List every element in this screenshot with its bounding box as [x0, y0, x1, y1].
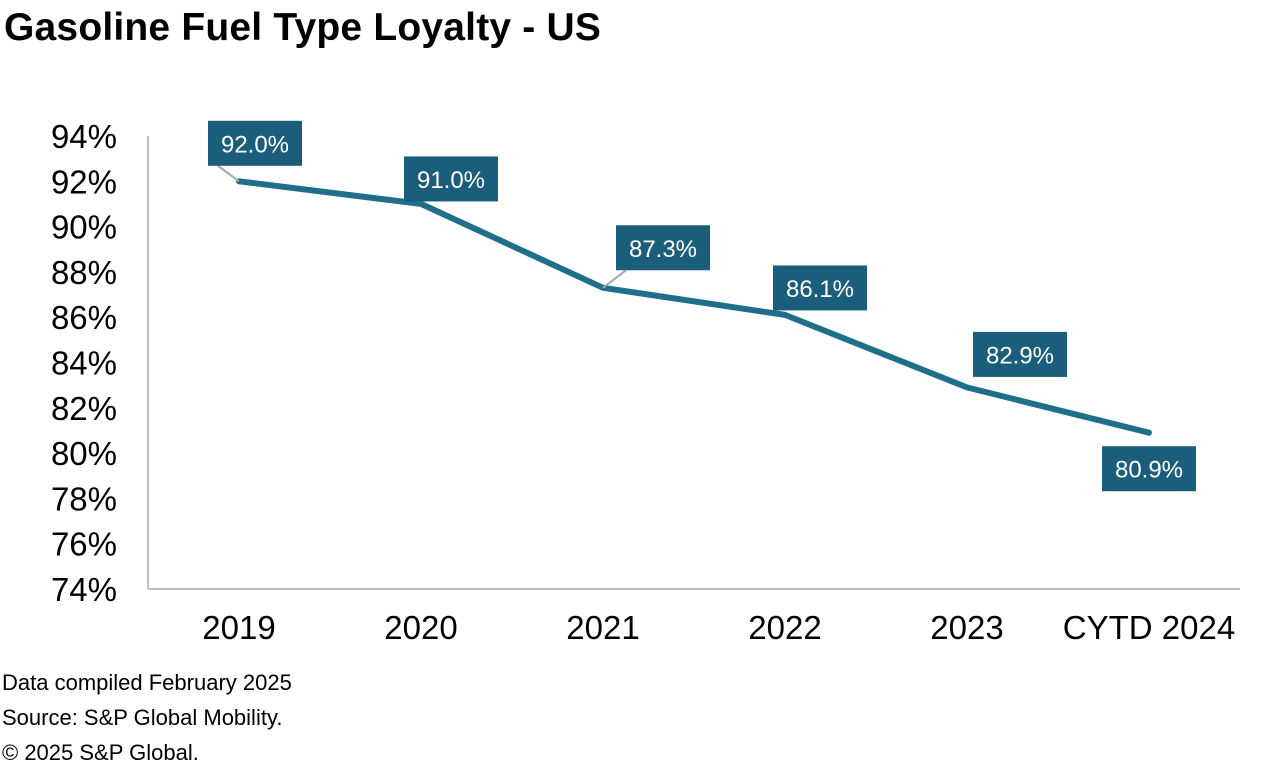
copyright-note: © 2025 S&P Global. [2, 740, 199, 765]
data-labels: 92.0% 91.0% 87.3% 86.1% 82.9% 80.9% [208, 120, 1196, 492]
series-line [236, 178, 1152, 436]
y-tick-label: 82% [51, 390, 117, 427]
y-tick-label: 92% [51, 163, 117, 200]
data-label: 86.1% [786, 276, 854, 303]
x-tick-label: 2022 [748, 609, 821, 646]
data-label-box [208, 120, 302, 166]
data-label: 82.9% [986, 342, 1054, 369]
x-tick-label: 2020 [384, 609, 457, 646]
data-label-box [1102, 446, 1196, 492]
chart-title: Gasoline Fuel Type Loyalty - US [4, 6, 602, 49]
y-tick-label: 94% [51, 118, 117, 155]
source-note: Source: S&P Global Mobility. [2, 705, 283, 730]
data-compiled-note: Data compiled February 2025 [2, 670, 292, 695]
data-series [236, 178, 1152, 436]
data-label-leader [602, 269, 627, 289]
data-label: 91.0% [417, 167, 485, 194]
data-label: 92.0% [221, 131, 289, 158]
y-tick-label: 80% [51, 435, 117, 472]
y-tick-label: 86% [51, 299, 117, 336]
x-tick-label: 2021 [566, 609, 639, 646]
chart-axes [147, 136, 1240, 590]
data-label: 80.9% [1115, 457, 1183, 484]
y-tick-label: 78% [51, 480, 117, 517]
y-tick-label: 84% [51, 345, 117, 382]
y-tick-label: 74% [51, 571, 117, 608]
y-tick-label: 76% [51, 526, 117, 563]
x-tick-label: 2019 [202, 609, 275, 646]
data-label-leader [217, 164, 240, 183]
y-tick-label: 90% [51, 209, 117, 246]
data-label: 87.3% [629, 236, 697, 263]
y-tick-label: 88% [51, 254, 117, 291]
x-tick-label: 2023 [930, 609, 1003, 646]
data-label-box [973, 331, 1067, 377]
data-label-box [773, 265, 867, 311]
y-axis-ticks: 74% 76% 78% 80% 82% 84% 86% 88% 90% 92% 94% [51, 118, 117, 608]
data-label-box [404, 156, 498, 202]
x-tick-label: CYTD 2024 [1063, 609, 1235, 646]
data-label-box [616, 225, 710, 271]
x-axis-ticks: 2019 2020 2021 2022 2023 CYTD 2024 [202, 609, 1235, 646]
